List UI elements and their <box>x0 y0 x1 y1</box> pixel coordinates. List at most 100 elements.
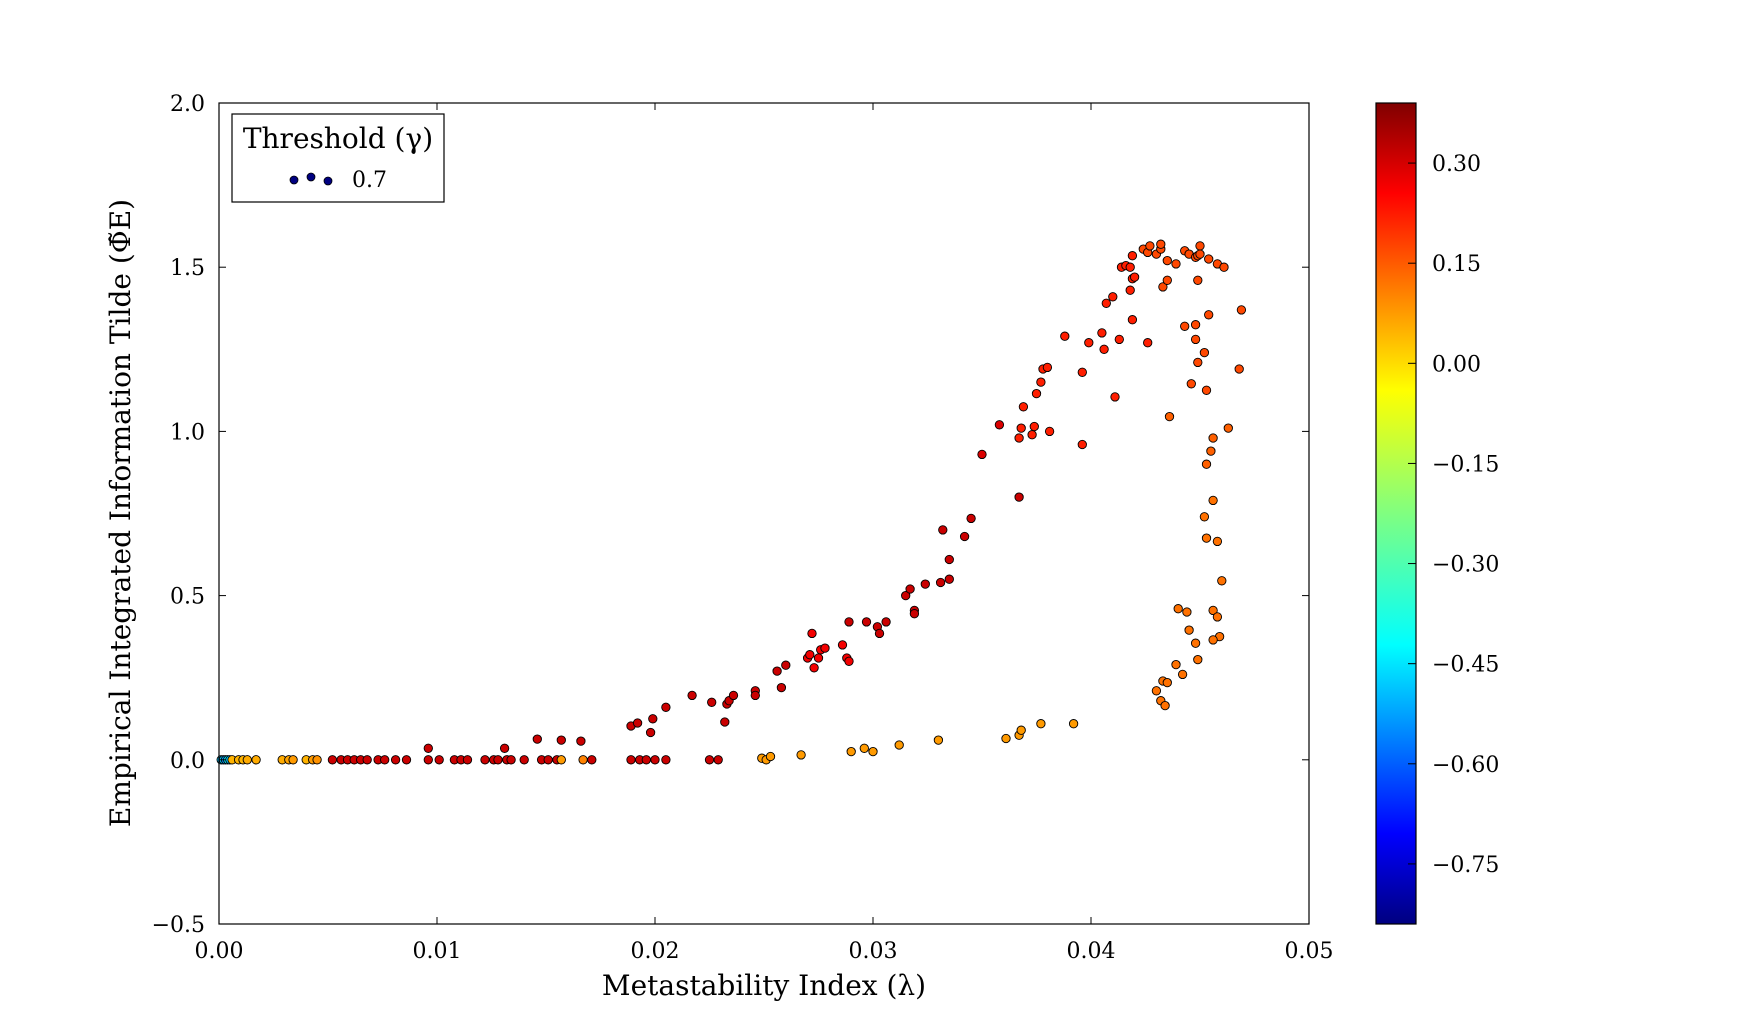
x-tick-label: 0.04 <box>1067 939 1116 964</box>
data-point <box>648 714 658 724</box>
data-point <box>1162 255 1172 266</box>
data-point <box>944 554 954 565</box>
x-axis-ticks: 0.00 0.01 0.02 0.03 0.04 0.05 <box>195 103 1334 964</box>
data-point <box>728 690 739 701</box>
x-tick-label: 0.03 <box>849 939 898 964</box>
data-point <box>1042 362 1053 373</box>
x-tick-label: 0.01 <box>413 939 462 964</box>
data-point <box>1101 298 1111 308</box>
data-point <box>632 718 643 728</box>
data-point <box>1110 392 1120 402</box>
data-point <box>901 590 911 601</box>
data-point <box>1182 607 1192 617</box>
plot-frame <box>218 102 1310 925</box>
data-point <box>1001 733 1011 744</box>
data-point <box>1190 320 1201 330</box>
y-axis-title: Empirical Integrated Information Tilde (… <box>104 199 137 827</box>
y-tick-label: 1.5 <box>170 256 205 281</box>
y-tick-label: 2.0 <box>170 92 205 117</box>
data-point <box>288 755 298 765</box>
data-point <box>1114 334 1124 345</box>
data-point <box>1199 512 1210 522</box>
data-point <box>909 609 920 619</box>
data-point <box>362 755 372 765</box>
data-point <box>772 666 782 676</box>
data-point <box>327 755 338 765</box>
data-point <box>576 736 586 746</box>
x-axis-title: Metastability Index (λ) <box>602 969 926 1002</box>
colorbar-tick-label: −0.60 <box>1432 753 1499 778</box>
data-point <box>1036 377 1046 387</box>
data-point <box>1044 426 1055 437</box>
data-point <box>687 690 697 701</box>
data-point <box>1036 719 1046 729</box>
data-point <box>966 513 976 524</box>
data-point <box>1180 321 1190 331</box>
data-point <box>1016 423 1026 433</box>
data-point <box>645 727 656 738</box>
data-point <box>499 743 510 753</box>
data-point <box>480 755 490 765</box>
legend-title: Threshold (γ) <box>243 122 433 155</box>
data-point <box>713 755 723 765</box>
data-point <box>380 755 390 765</box>
colorbar-tick-label: −0.75 <box>1432 853 1499 878</box>
data-point <box>1097 328 1107 338</box>
data-point <box>1177 669 1188 680</box>
data-point <box>650 755 660 765</box>
data-point <box>874 628 885 639</box>
data-point <box>1193 654 1203 665</box>
legend-marker-dot <box>323 176 333 186</box>
data-point <box>720 717 730 727</box>
data-point <box>1195 249 1205 259</box>
data-point <box>1190 334 1201 345</box>
x-tick-label: 0.05 <box>1285 939 1334 964</box>
data-point <box>1186 379 1196 389</box>
data-point <box>1219 262 1229 272</box>
data-point <box>959 531 970 542</box>
colorbar-tick-label: −0.45 <box>1432 653 1499 678</box>
data-point <box>1127 315 1138 325</box>
legend-marker-dot <box>306 172 316 182</box>
data-point <box>905 584 915 594</box>
data-point <box>661 755 671 765</box>
y-tick-label: −0.5 <box>152 913 205 938</box>
y-axis-ticks: −0.5 0.0 0.5 1.0 1.5 2.0 <box>152 92 1309 938</box>
data-point <box>1077 439 1087 450</box>
legend-marker <box>289 172 333 186</box>
data-point <box>807 628 817 639</box>
data-point <box>312 755 322 765</box>
x-tick-label: 0.00 <box>195 939 244 964</box>
data-point <box>820 643 830 653</box>
data-point <box>1145 241 1155 251</box>
data-point <box>1193 275 1203 285</box>
y-tick-label: 1.0 <box>170 420 205 445</box>
colorbar-gradient <box>1375 102 1417 925</box>
data-point <box>1160 700 1170 711</box>
data-point <box>1201 385 1212 395</box>
data-point <box>977 449 987 460</box>
data-point <box>1212 612 1223 622</box>
data-point <box>813 653 824 663</box>
data-point <box>1031 388 1042 399</box>
data-point <box>1158 282 1168 292</box>
data-point <box>920 579 930 589</box>
data-point <box>543 755 553 765</box>
data-point <box>1125 285 1135 295</box>
colorbar-tick-label: 0.00 <box>1432 352 1481 377</box>
legend: Threshold (γ) 0.7 <box>231 113 445 203</box>
data-points <box>216 239 1247 765</box>
data-point <box>493 755 503 765</box>
data-point <box>587 755 597 765</box>
data-point <box>809 663 819 673</box>
data-point <box>1234 364 1244 374</box>
data-point <box>1171 659 1181 670</box>
colorbar-tick-label: 0.30 <box>1432 152 1481 177</box>
data-point <box>556 755 566 765</box>
data-point <box>578 755 588 765</box>
data-point <box>1156 239 1166 249</box>
data-point <box>401 755 412 765</box>
data-point <box>1206 446 1216 456</box>
data-point <box>1208 635 1218 645</box>
